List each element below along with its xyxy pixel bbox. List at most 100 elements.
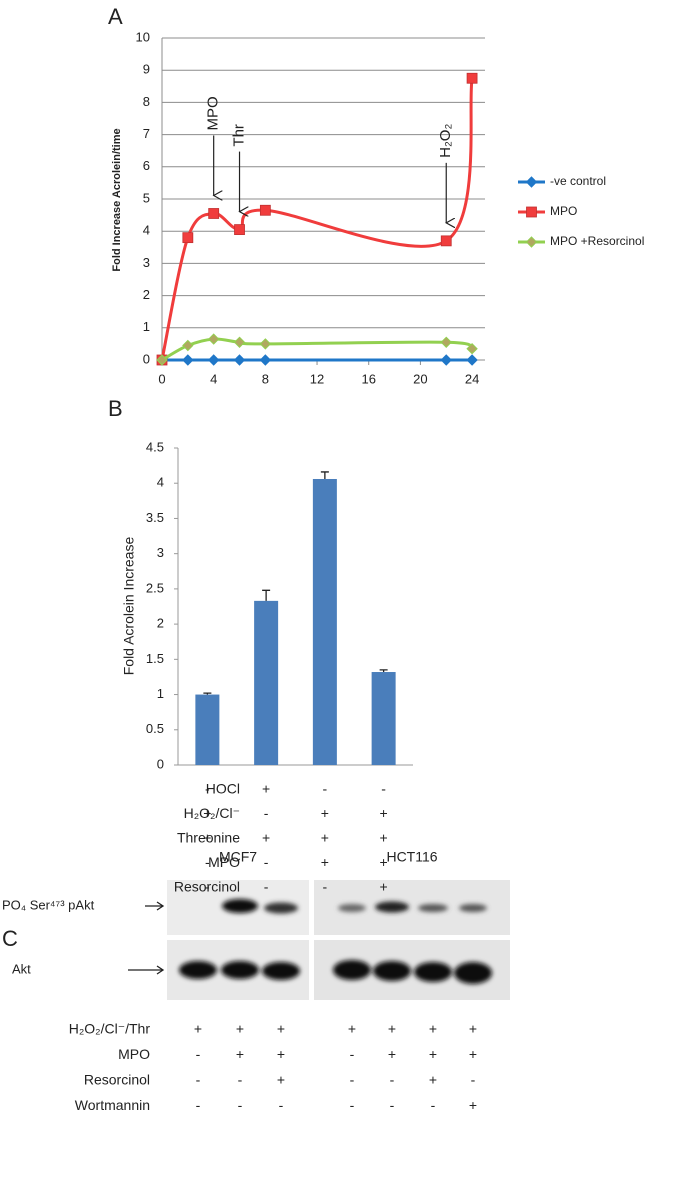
marker bbox=[207, 354, 220, 366]
treatment-sign: + bbox=[277, 1072, 285, 1088]
treatment-sign: + bbox=[236, 1021, 244, 1037]
treatment-sign: - bbox=[196, 1072, 201, 1088]
error-bar bbox=[379, 669, 388, 673]
band bbox=[375, 901, 409, 913]
row-label: Akt bbox=[12, 961, 31, 976]
band bbox=[333, 960, 371, 980]
bar bbox=[195, 694, 220, 765]
treatment-sign: + bbox=[380, 830, 388, 846]
legend-label: MPO +Resorcinol bbox=[550, 234, 644, 248]
treatment-sign: - bbox=[350, 1097, 355, 1113]
y-tick-label: 2 bbox=[143, 287, 150, 302]
treatment-sign: + bbox=[236, 1046, 244, 1062]
treatment-sign: + bbox=[194, 1021, 202, 1037]
treatment-sign: - bbox=[238, 1097, 243, 1113]
band bbox=[338, 904, 366, 912]
treatment-sign: + bbox=[380, 805, 388, 821]
treatment-label: HOCl bbox=[206, 781, 240, 797]
x-tick-label: 8 bbox=[262, 371, 269, 386]
treatment-sign: + bbox=[388, 1021, 396, 1037]
treatment-sign: + bbox=[277, 1046, 285, 1062]
band bbox=[414, 962, 452, 982]
y-tick-label: 4 bbox=[157, 475, 164, 490]
marker bbox=[466, 72, 478, 84]
y-axis-label: Fold Increase Acrolein/time bbox=[111, 128, 123, 271]
treatment-sign: + bbox=[388, 1046, 396, 1062]
panel-label: A bbox=[108, 4, 123, 29]
treatment-sign: + bbox=[469, 1021, 477, 1037]
panel-label: C bbox=[2, 926, 18, 951]
treatment-sign: - bbox=[390, 1072, 395, 1088]
y-axis-label: Fold Acrolein Increase bbox=[121, 537, 137, 676]
treatment-label: Resorcinol bbox=[84, 1072, 150, 1088]
treatment-sign: - bbox=[264, 854, 269, 870]
legend-label: -ve control bbox=[550, 174, 606, 188]
treatment-sign: - bbox=[323, 781, 328, 797]
marker bbox=[440, 235, 452, 247]
y-tick-label: 0 bbox=[143, 351, 150, 366]
annotation: Thr bbox=[230, 124, 247, 147]
treatment-label: H₂O₂/Cl⁻/Thr bbox=[69, 1021, 151, 1037]
error-bar bbox=[262, 589, 271, 601]
y-tick-label: 2 bbox=[157, 616, 164, 631]
treatment-sign: - bbox=[390, 1097, 395, 1113]
row-label: PO₄ Ser⁴⁷³ pAkt bbox=[2, 897, 95, 912]
annotation: MPO bbox=[205, 96, 222, 130]
treatment-sign: - bbox=[350, 1046, 355, 1062]
error-bar bbox=[320, 471, 329, 479]
marker bbox=[259, 204, 271, 216]
treatment-label: MPO bbox=[118, 1046, 150, 1062]
treatment-sign: - bbox=[381, 781, 386, 797]
treatment-sign: + bbox=[262, 781, 270, 797]
x-tick-label: 0 bbox=[158, 371, 165, 386]
y-tick-label: 5 bbox=[143, 190, 150, 205]
treatment-sign: + bbox=[380, 879, 388, 895]
marker bbox=[207, 333, 220, 345]
y-tick-label: 7 bbox=[143, 126, 150, 141]
marker bbox=[182, 354, 194, 366]
treatment-label: MPO bbox=[208, 854, 240, 870]
treatment-label: Wortmannin bbox=[75, 1097, 150, 1113]
treatment-sign: - bbox=[196, 1046, 201, 1062]
y-tick-label: 3 bbox=[143, 255, 150, 270]
y-tick-label: 6 bbox=[143, 158, 150, 173]
y-tick-label: 9 bbox=[143, 62, 150, 77]
treatment-sign: - bbox=[196, 1097, 201, 1113]
panel-label: B bbox=[108, 396, 123, 421]
band bbox=[418, 904, 448, 912]
y-tick-label: 1 bbox=[157, 686, 164, 701]
treatment-sign: - bbox=[205, 879, 210, 895]
marker bbox=[182, 232, 194, 244]
bar bbox=[312, 478, 337, 765]
marker bbox=[259, 354, 272, 366]
group-label: HCT116 bbox=[386, 849, 437, 865]
marker bbox=[234, 224, 245, 235]
treatment-sign: + bbox=[203, 805, 211, 821]
group-label: MCF7 bbox=[219, 849, 257, 865]
band bbox=[264, 902, 298, 914]
x-tick-label: 16 bbox=[361, 371, 375, 386]
row-arrow bbox=[128, 965, 165, 975]
error-bar bbox=[203, 692, 212, 695]
treatment-sign: + bbox=[380, 854, 388, 870]
treatment-label: Threonine bbox=[177, 830, 240, 846]
treatment-sign: + bbox=[321, 830, 329, 846]
treatment-sign: - bbox=[264, 879, 269, 895]
x-tick-label: 20 bbox=[413, 371, 427, 386]
treatment-sign: - bbox=[323, 879, 328, 895]
legend-marker bbox=[526, 206, 537, 218]
band bbox=[222, 899, 258, 913]
treatment-label: H₂O₂/Cl⁻ bbox=[184, 805, 240, 821]
y-tick-label: 3.5 bbox=[146, 510, 164, 525]
band bbox=[459, 904, 487, 912]
legend-marker bbox=[525, 236, 538, 248]
marker bbox=[466, 354, 478, 366]
treatment-sign: + bbox=[321, 805, 329, 821]
blot-images bbox=[128, 880, 510, 1000]
treatment-sign: - bbox=[238, 1072, 243, 1088]
treatment-label: Resorcinol bbox=[174, 879, 240, 895]
marker bbox=[156, 354, 168, 366]
band bbox=[221, 961, 259, 979]
treatment-sign: - bbox=[471, 1072, 476, 1088]
y-tick-label: 4 bbox=[143, 223, 150, 238]
